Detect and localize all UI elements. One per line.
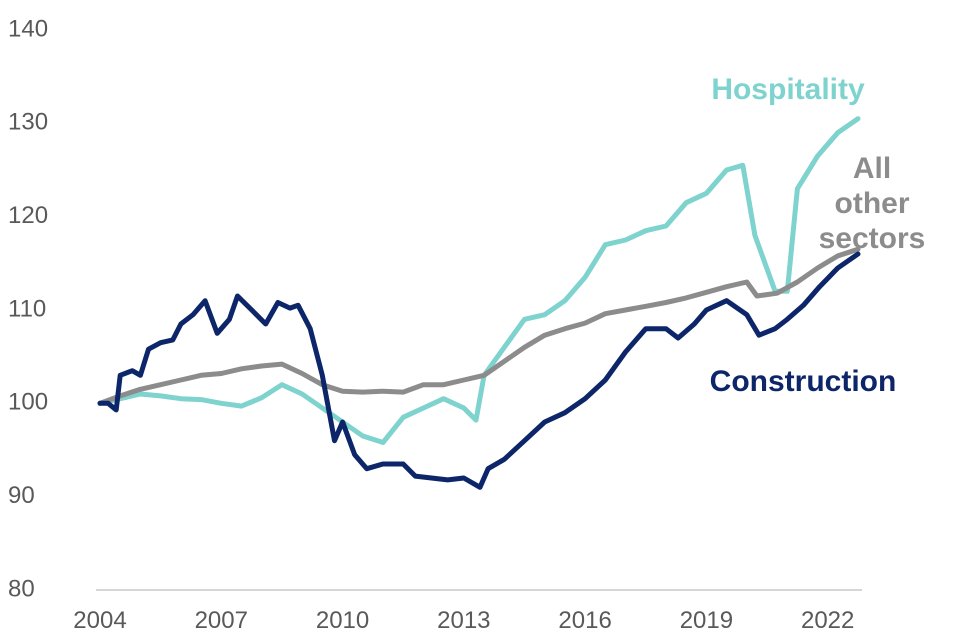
x-tick-label-2019: 2019 <box>680 607 733 634</box>
series-label-construction: Construction <box>710 365 897 398</box>
y-tick-label-130: 130 <box>8 109 48 136</box>
series-line-construction <box>97 251 861 490</box>
x-axis-ticks: 2004 2007 2010 2013 2016 2019 2022 <box>73 607 854 634</box>
series-label-all-other-sectors: All other sectors <box>819 152 926 255</box>
series-label-hospitality: Hospitality <box>711 73 865 106</box>
x-tick-label-2022: 2022 <box>801 607 854 634</box>
series-labels: Hospitality All other sectors Construction <box>710 73 926 398</box>
y-axis-ticks: 80 90 100 110 120 130 140 <box>8 15 48 602</box>
x-tick-label-2007: 2007 <box>195 607 248 634</box>
x-tick-label-2016: 2016 <box>558 607 611 634</box>
y-tick-label-100: 100 <box>8 389 48 416</box>
y-tick-label-110: 110 <box>8 295 46 322</box>
y-tick-label-80: 80 <box>8 575 35 602</box>
y-tick-label-120: 120 <box>8 202 48 229</box>
y-tick-label-140: 140 <box>8 15 48 42</box>
series-line-all-other-sectors <box>97 246 861 406</box>
y-tick-label-90: 90 <box>8 482 35 509</box>
x-tick-label-2004: 2004 <box>73 607 126 634</box>
series-lines <box>97 116 861 490</box>
x-tick-label-2013: 2013 <box>437 607 490 634</box>
x-tick-label-2010: 2010 <box>316 607 369 634</box>
